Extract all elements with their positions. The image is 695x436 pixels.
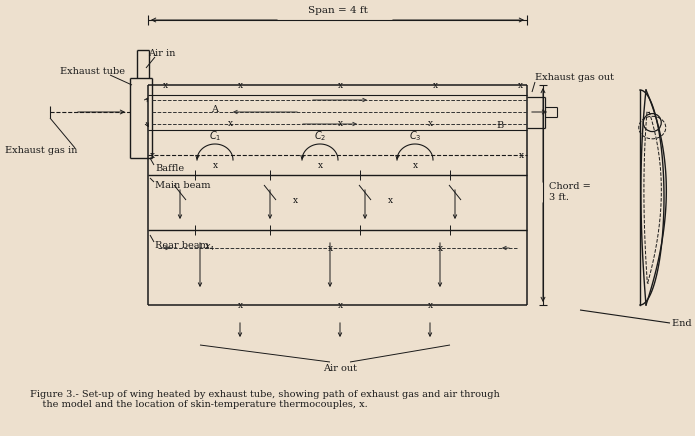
Text: A: A xyxy=(211,105,218,113)
Text: Figure 3.- Set-up of wing heated by exhaust tube, showing path of exhaust gas an: Figure 3.- Set-up of wing heated by exha… xyxy=(30,390,500,409)
Text: Span = 4 ft: Span = 4 ft xyxy=(308,6,368,15)
Text: x: x xyxy=(518,150,523,160)
Text: x: x xyxy=(412,160,418,170)
Text: x: x xyxy=(293,195,297,204)
Text: Rear beam: Rear beam xyxy=(155,241,209,249)
Text: x: x xyxy=(338,119,343,127)
Text: Exhaust gas in: Exhaust gas in xyxy=(5,146,77,154)
Text: x: x xyxy=(227,119,233,127)
Text: $C_1$: $C_1$ xyxy=(208,129,221,143)
Text: x: x xyxy=(163,81,167,89)
Text: B: B xyxy=(496,120,504,129)
Text: $x_4$: $x_4$ xyxy=(204,243,215,253)
Text: x: x xyxy=(427,119,432,127)
Text: $C_3$: $C_3$ xyxy=(409,129,421,143)
Text: Chord =
3 ft.: Chord = 3 ft. xyxy=(549,182,591,202)
Text: Exhaust tube: Exhaust tube xyxy=(60,68,125,76)
Text: Exhaust gas out: Exhaust gas out xyxy=(535,74,614,82)
Text: Main beam: Main beam xyxy=(155,181,211,190)
Text: End plate: End plate xyxy=(672,319,695,327)
Text: x: x xyxy=(318,160,322,170)
Text: x: x xyxy=(432,81,438,89)
Text: Air in: Air in xyxy=(148,48,176,58)
Text: x: x xyxy=(518,81,523,89)
Text: x: x xyxy=(327,243,333,252)
Text: x: x xyxy=(427,300,432,310)
Text: Baffle: Baffle xyxy=(155,164,184,173)
Text: x: x xyxy=(149,150,154,160)
Text: Air out: Air out xyxy=(323,364,357,372)
Text: x: x xyxy=(238,300,243,310)
Text: x: x xyxy=(437,243,443,252)
Text: x: x xyxy=(338,81,343,89)
Text: x: x xyxy=(387,195,393,204)
Text: x: x xyxy=(338,300,343,310)
Text: x: x xyxy=(213,160,218,170)
Text: x: x xyxy=(238,81,243,89)
Text: $C_2$: $C_2$ xyxy=(314,129,326,143)
